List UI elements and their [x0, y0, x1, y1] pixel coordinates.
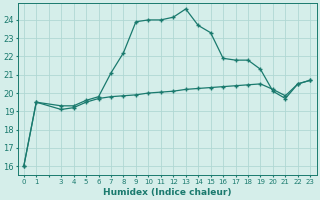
X-axis label: Humidex (Indice chaleur): Humidex (Indice chaleur): [103, 188, 231, 197]
